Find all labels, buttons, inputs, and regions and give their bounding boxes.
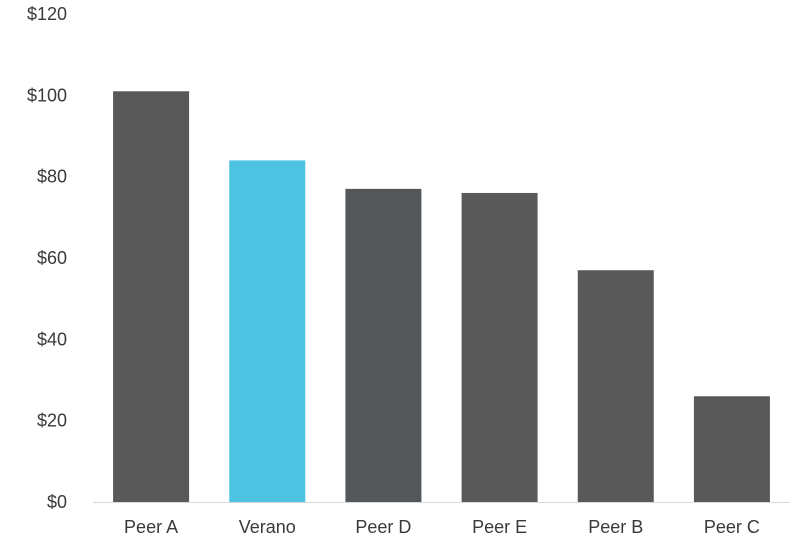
x-category-label: Verano (239, 517, 296, 537)
y-tick-label: $0 (47, 492, 67, 512)
bar-peer-a (113, 91, 190, 503)
x-category-label: Peer B (588, 517, 643, 537)
bar-peer-b (577, 270, 654, 502)
bars (113, 91, 770, 503)
y-tick-label: $40 (37, 329, 67, 349)
x-category-label: Peer C (704, 517, 760, 537)
bar-peer-c (693, 396, 770, 502)
bar-verano (229, 160, 306, 502)
y-axis: $0 $20 $40 $60 $80 $100 $120 (27, 4, 67, 512)
x-axis: Peer A Verano Peer D Peer E Peer B Peer C (124, 517, 760, 537)
bar-peer-d (345, 188, 422, 502)
x-category-label: Peer E (472, 517, 527, 537)
y-tick-label: $80 (37, 167, 67, 187)
y-tick-label: $100 (27, 85, 67, 105)
x-category-label: Peer D (355, 517, 411, 537)
y-tick-label: $120 (27, 4, 67, 24)
bar-peer-e (461, 192, 538, 502)
y-tick-label: $20 (37, 411, 67, 431)
y-tick-label: $60 (37, 248, 67, 268)
x-category-label: Peer A (124, 517, 178, 537)
